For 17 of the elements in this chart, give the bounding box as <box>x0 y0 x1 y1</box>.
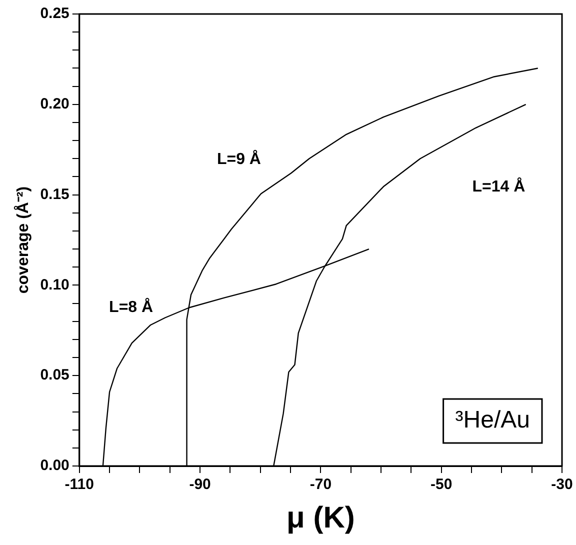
y-tick-label: 0.15 <box>40 186 70 203</box>
y-tick-label: 0.20 <box>40 96 70 113</box>
text: L=14 Å <box>472 176 526 196</box>
y-axis-title: coverage (Å⁻²) <box>13 186 32 294</box>
y-tick-label: 0.10 <box>40 276 70 294</box>
x-tick-label: -70 <box>310 476 332 494</box>
x-tick-label: -90 <box>189 476 211 494</box>
series-label: L=8 Å <box>109 297 154 316</box>
x-tick-label: -110 <box>64 476 94 494</box>
x-axis-title: μ (K) <box>286 501 355 534</box>
x-tick-label: -30 <box>551 476 573 494</box>
y-tick-label: 0.25 <box>40 5 70 22</box>
y-tick-label: 0.05 <box>40 366 70 384</box>
series-label: L=9 Å <box>216 149 262 168</box>
annotation: ³He/Au <box>455 406 530 434</box>
y-tick-label: 0.00 <box>40 457 70 474</box>
x-tick-label: -50 <box>430 476 452 494</box>
